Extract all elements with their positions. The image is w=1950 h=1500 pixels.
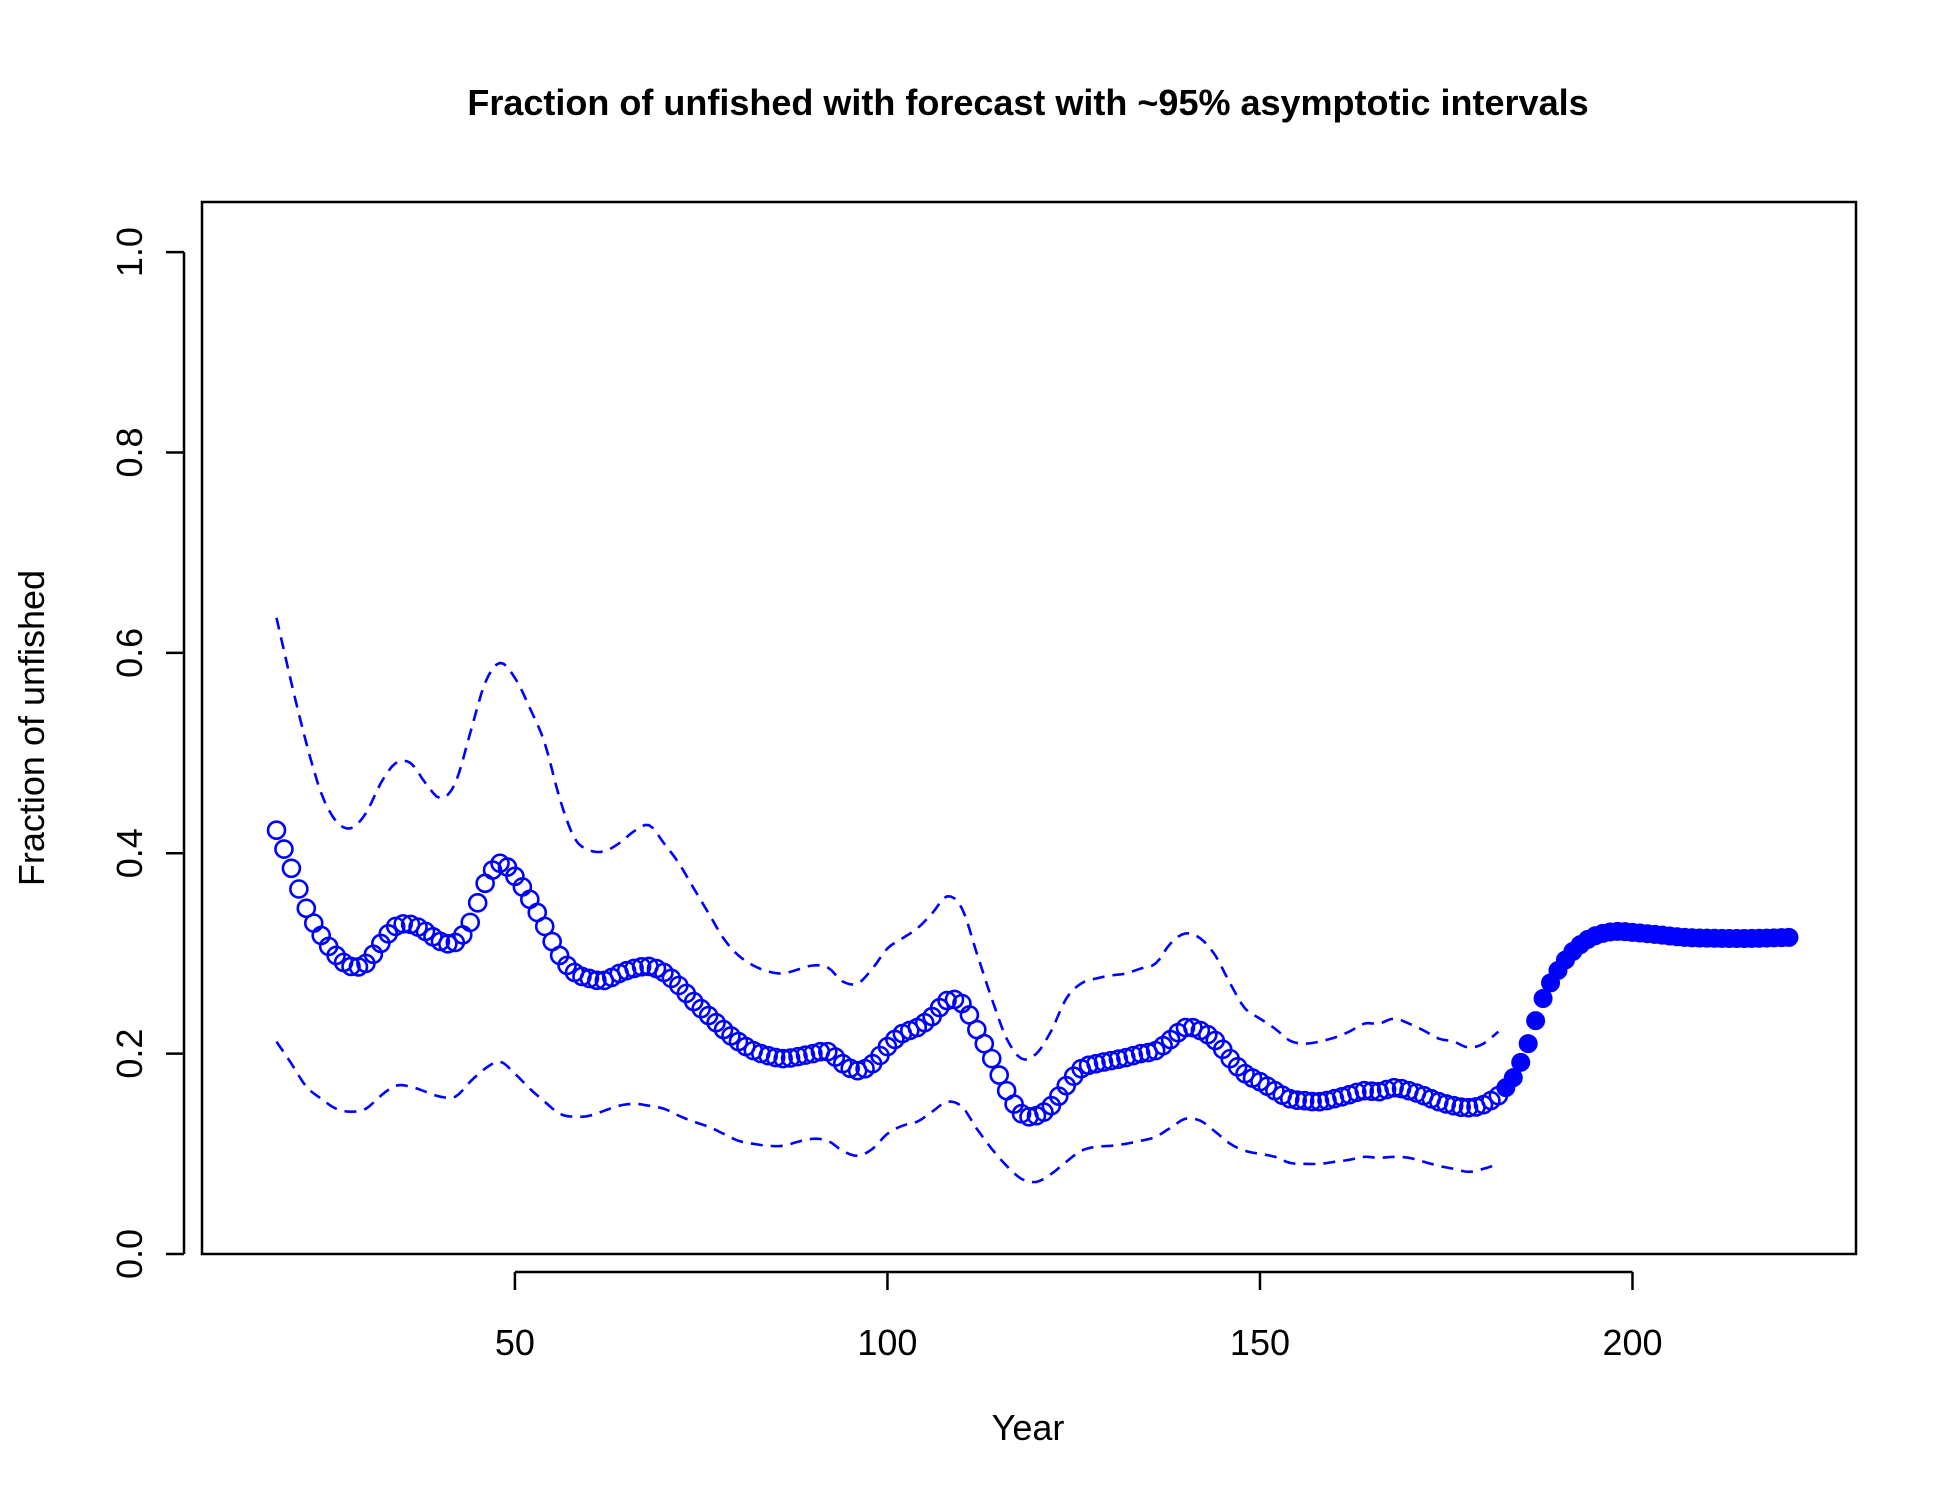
estimate-point <box>631 956 652 977</box>
estimate-point <box>1302 1091 1322 1112</box>
forecast-series <box>1496 921 1799 1098</box>
estimate-point <box>1347 1082 1367 1103</box>
estimate-point <box>803 1043 823 1064</box>
estimate-point <box>1443 1095 1464 1116</box>
estimate-point <box>937 990 957 1011</box>
x-axis: 50 100 150 200 <box>495 1270 1663 1363</box>
estimate-point <box>1451 1097 1471 1117</box>
y-tick-label: 0.6 <box>109 628 150 678</box>
estimate-point <box>1093 1052 1114 1072</box>
forecast-point <box>1503 1068 1523 1088</box>
estimate-point <box>780 1048 801 1068</box>
estimate-point <box>1175 1017 1196 1038</box>
y-axis: 0.0 0.2 0.4 0.6 0.8 1.0 <box>109 227 186 1279</box>
estimate-point <box>981 1048 1002 1069</box>
estimate-point <box>1123 1045 1144 1066</box>
estimate-point <box>1101 1050 1121 1071</box>
estimate-point <box>788 1046 808 1067</box>
x-tick-label: 100 <box>857 1322 917 1363</box>
x-tick-label: 200 <box>1602 1322 1662 1363</box>
forecast-point <box>1526 1011 1546 1031</box>
forecast-point <box>1518 1034 1538 1054</box>
estimate-point <box>758 1045 779 1066</box>
plot-frame <box>200 200 1858 1256</box>
estimate-point <box>624 958 644 979</box>
estimate-point <box>1287 1090 1308 1110</box>
estimate-point <box>587 970 607 991</box>
estimate-point <box>1130 1043 1151 1064</box>
estimate-series <box>266 820 1509 1127</box>
estimate-point <box>1279 1088 1300 1109</box>
y-tick-label: 1.0 <box>109 227 150 277</box>
forecast-point <box>1511 1052 1531 1072</box>
estimate-point <box>974 1033 995 1054</box>
y-tick-label: 0.8 <box>109 427 150 477</box>
forecast-point <box>1533 989 1553 1009</box>
estimate-point <box>289 879 309 899</box>
y-tick-label: 0.4 <box>109 828 150 878</box>
estimate-point <box>579 968 600 989</box>
y-tick-label: 0.0 <box>109 1229 150 1279</box>
estimate-point <box>1458 1097 1479 1118</box>
estimate-point <box>1361 1081 1382 1101</box>
estimate-point <box>266 820 287 840</box>
y-axis-label: Fraction of unfished <box>11 570 52 886</box>
estimate-point <box>765 1047 786 1068</box>
estimate-point <box>1309 1091 1330 1112</box>
estimate-point <box>393 914 413 934</box>
estimate-point <box>438 933 458 954</box>
estimate-point <box>1436 1094 1457 1114</box>
estimate-point <box>989 1065 1009 1085</box>
lower-ci-line <box>275 1040 1499 1184</box>
estimate-point <box>773 1048 793 1069</box>
estimate-point <box>534 916 555 937</box>
estimate-point <box>1384 1077 1404 1098</box>
estimate-point <box>1354 1080 1375 1101</box>
x-tick-label: 150 <box>1230 1322 1290 1363</box>
x-tick-label: 50 <box>495 1322 535 1363</box>
estimate-point <box>1294 1090 1315 1111</box>
estimate-point <box>274 839 294 859</box>
x-axis-label: Year <box>992 1407 1065 1448</box>
estimate-point <box>467 893 488 913</box>
estimate-point <box>1086 1053 1106 1074</box>
estimate-point <box>460 912 481 933</box>
forecast-point <box>1779 927 1799 947</box>
chart-title: Fraction of unfished with forecast with … <box>467 82 1588 123</box>
estimate-point <box>1078 1055 1099 1076</box>
upper-ci-line <box>275 617 1500 1061</box>
confidence-interval-lines <box>275 617 1500 1184</box>
estimate-point <box>281 858 302 879</box>
y-tick-label: 0.2 <box>109 1029 150 1079</box>
estimate-point <box>341 956 361 977</box>
estimate-point <box>1376 1079 1397 1100</box>
